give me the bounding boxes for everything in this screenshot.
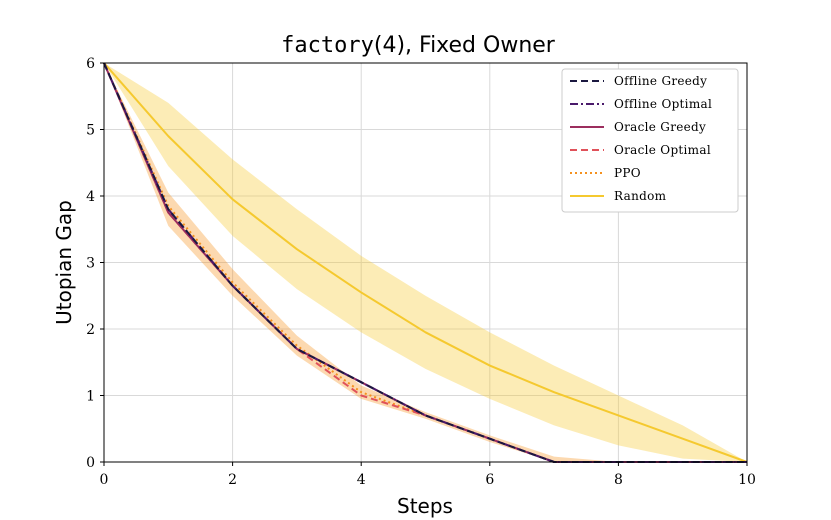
chart-title-rest: (4), Fixed Owner: [374, 33, 556, 58]
y-tick-label: 4: [86, 189, 95, 205]
y-tick-label: 0: [86, 455, 95, 471]
band-layer: [104, 63, 747, 462]
legend-label-oracle-greedy: Oracle Greedy: [614, 120, 706, 134]
band-random: [104, 63, 747, 462]
x-tick-label: 6: [485, 472, 494, 488]
x-tick-label: 10: [738, 472, 756, 488]
y-tick-label: 5: [86, 123, 95, 139]
chart-title-mono: factory: [281, 33, 374, 58]
chart-title: factory(4), Fixed Owner: [281, 33, 556, 58]
x-axis-label: Steps: [397, 494, 453, 518]
y-tick-label: 3: [86, 256, 95, 272]
legend: Offline Greedy Offline Optimal Oracle Gree…: [561, 68, 739, 213]
legend-label-offline-optimal: Offline Optimal: [614, 97, 712, 111]
legend-label-offline-greedy: Offline Greedy: [614, 74, 707, 88]
legend-label-ppo: PPO: [614, 166, 641, 180]
y-tick-label: 1: [86, 389, 95, 405]
legend-label-random: Random: [614, 189, 667, 203]
x-tick-label: 2: [228, 472, 237, 488]
legend-label-oracle-optimal: Oracle Optimal: [614, 143, 711, 157]
tick-layer: 0 2 4 6 8 10 0 1 2 3 4 5 6: [86, 56, 756, 488]
x-tick-label: 8: [614, 472, 623, 488]
series-line-random: [103, 62, 748, 463]
x-tick-label: 0: [100, 472, 109, 488]
y-tick-label: 2: [86, 322, 95, 338]
y-axis-label: Utopian Gap: [52, 200, 76, 325]
y-tick-label: 6: [86, 56, 95, 72]
legend-box: [561, 68, 739, 213]
x-tick-label: 4: [357, 472, 366, 488]
